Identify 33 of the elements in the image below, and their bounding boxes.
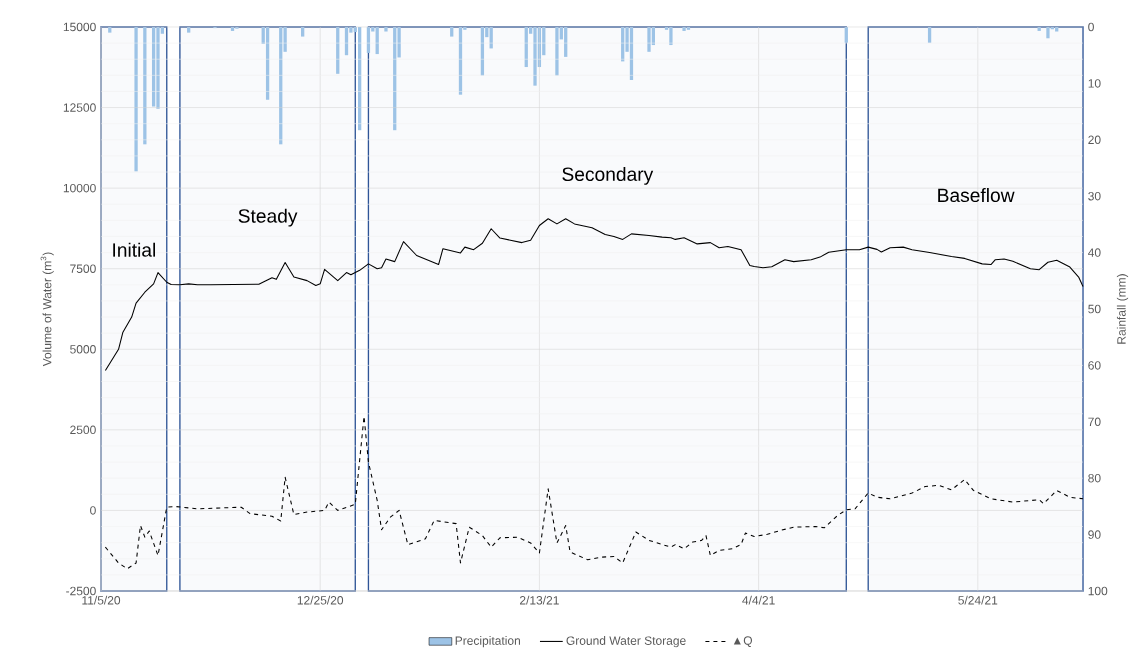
y-tick-label: 7500 bbox=[70, 264, 96, 273]
y2-tick-label: 60 bbox=[1088, 361, 1101, 370]
y-tick-label: 10000 bbox=[63, 183, 96, 193]
x-tick-label: 4/4/21 bbox=[742, 595, 775, 605]
x-tick-label: 12/25/20 bbox=[297, 595, 344, 605]
y2-tick-label: 50 bbox=[1088, 304, 1101, 314]
y2-tick-label: 40 bbox=[1088, 248, 1101, 257]
band-label: Initial bbox=[113, 242, 156, 257]
y2-tick-label: 30 bbox=[1088, 191, 1101, 201]
y-tick-label: 12500 bbox=[63, 103, 96, 112]
band-label: Steady bbox=[238, 208, 298, 227]
x-tick-label: 2/13/21 bbox=[519, 595, 559, 605]
legend-label: Ground Water Storage bbox=[566, 636, 686, 648]
y2-tick-label: 80 bbox=[1088, 473, 1101, 483]
legend-label: Precipitation bbox=[455, 636, 520, 648]
y2-tick-label: 10 bbox=[1088, 79, 1101, 88]
y2-tick-label: 0 bbox=[1088, 22, 1094, 32]
y-tick-label: -2500 bbox=[66, 586, 96, 596]
y-tick-label: 5000 bbox=[70, 345, 96, 354]
y-axis-title: Volume of Water (m$^{3}$) bbox=[40, 252, 54, 367]
y2-tick-label: 100 bbox=[1088, 586, 1108, 596]
y-tick-label: 2500 bbox=[70, 425, 96, 435]
y2-tick-label: 70 bbox=[1088, 417, 1101, 427]
x-tick-label: 5/24/21 bbox=[958, 595, 998, 605]
y-tick-label: 15000 bbox=[63, 22, 96, 32]
y2-tick-label: 90 bbox=[1088, 530, 1101, 539]
y2-tick-label: 20 bbox=[1088, 135, 1101, 145]
y-tick-label: 0 bbox=[90, 506, 96, 515]
legend-label: ▲Q bbox=[733, 636, 753, 647]
x-tick-label: 11/5/20 bbox=[82, 595, 121, 605]
y2-axis-title: Rainfall (mm) bbox=[1116, 274, 1129, 344]
band-label: Secondary bbox=[562, 166, 654, 185]
band-label: Baseflow bbox=[938, 188, 1015, 203]
